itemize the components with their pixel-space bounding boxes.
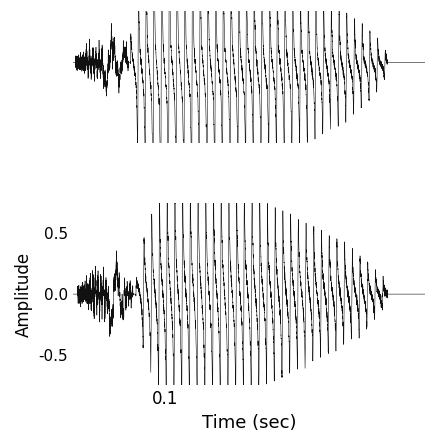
X-axis label: Time (sec): Time (sec) [202, 414, 296, 432]
Y-axis label: Amplitude: Amplitude [15, 252, 33, 337]
